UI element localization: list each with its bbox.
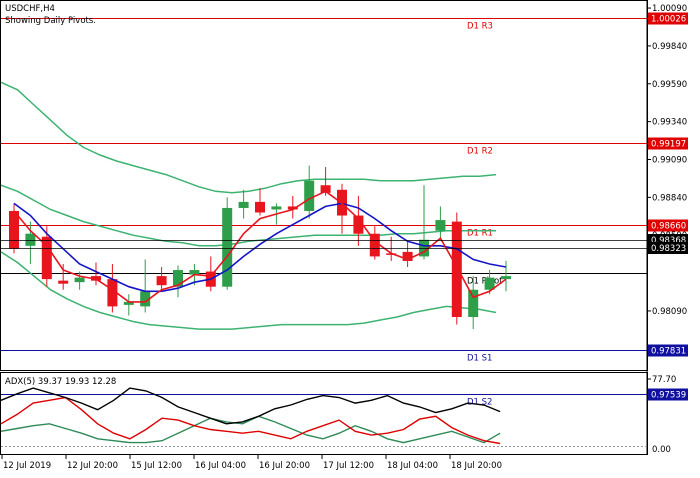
candle-body [107, 279, 118, 307]
candle-body [58, 280, 69, 284]
current-price-tag [648, 242, 688, 254]
time-tick-label: 18 Jul 20:00 [451, 461, 502, 471]
candle-body [189, 270, 200, 275]
pivot-price-tag [648, 137, 688, 150]
pivot-subtitle: Showing Daily Pivots. [5, 16, 96, 26]
price-tick-label: 0.99590 [652, 80, 687, 90]
plus-di-line [0, 415, 501, 444]
middle-band-line [0, 184, 496, 247]
pivot-name: D1 S1 [467, 354, 492, 364]
candle-body [304, 180, 315, 211]
pivot-price-tag [648, 219, 688, 232]
candle-body [123, 301, 134, 305]
pivot-name: D1 S2 [467, 398, 492, 408]
candle-body [320, 185, 331, 193]
time-tick-label: 12 Jul 20:00 [67, 461, 118, 471]
adx-bottom-tick: 0.00 [652, 445, 671, 455]
candle-body [238, 201, 249, 208]
symbol-timeframe-label: USDCHF,H4 [5, 4, 55, 14]
adx-main-line [0, 387, 501, 425]
time-tick-label: 15 Jul 12:00 [131, 461, 182, 471]
pivot-name: D1 R1 [467, 229, 493, 239]
adx-top-tick: 77.70 [652, 375, 676, 385]
candle-body [41, 236, 52, 280]
adx-panel-frame [0, 372, 648, 455]
time-tick-label: 16 Jul 20:00 [259, 461, 310, 471]
time-tick-label: 16 Jul 04:00 [195, 461, 246, 471]
price-tick-label: 1.00090 [652, 4, 687, 14]
candle-body [173, 270, 183, 287]
candle-body [468, 289, 479, 317]
pivot-price-label: 0.97539 [651, 391, 686, 401]
candle-body [402, 251, 413, 261]
envelope-bands [0, 81, 497, 330]
time-tick-label: 18 Jul 04:00 [387, 461, 438, 471]
moving-averages [13, 190, 507, 303]
pivot-price-tag [648, 388, 688, 401]
time-tick-label: 12 Jul 2019 [3, 461, 51, 471]
price-tick-label: 0.98840 [652, 193, 687, 203]
lower-band-line [0, 251, 497, 330]
candle-body [501, 276, 511, 280]
price-tick-label: 0.99840 [652, 42, 687, 52]
slow-ma-line [13, 202, 507, 293]
pivot-price-tag [648, 344, 688, 357]
candle-body [74, 277, 85, 283]
pivot-name: D1 R3 [467, 22, 493, 32]
pivot-price-label: 0.98660 [651, 222, 686, 232]
minus-di-line [0, 396, 501, 445]
price-tick-label: 0.99340 [652, 118, 687, 128]
time-axis: 12 Jul 2019 12 Jul 20:00 15 Jul 12:00 16 Ju… [1, 455, 502, 471]
pivot-price-label: 0.97831 [651, 347, 686, 357]
candle-body [25, 233, 36, 246]
price-tick-label: 0.98090 [652, 307, 687, 317]
candle-body [419, 239, 429, 257]
price-axis: 1.00090 0.99840 0.99590 0.99340 0.99090 0.988… [1, 4, 688, 317]
current-price-label: 0.98368 [651, 236, 686, 246]
current-price-label: 0.98323 [651, 244, 686, 254]
candle-body [255, 201, 265, 213]
candle-body [369, 233, 380, 257]
pivot-name: D1 R2 [467, 147, 493, 157]
adx-label: ADX(5) 39.37 19.93 12.28 [5, 377, 116, 387]
pivot-price-tag [648, 12, 688, 25]
candle-body [484, 277, 495, 290]
candle-body [222, 207, 233, 287]
candle-body [9, 210, 19, 249]
upper-band-line [0, 81, 497, 194]
candle-body [435, 220, 446, 231]
pivot-price-label: 0.99197 [651, 140, 686, 150]
candle-body [451, 221, 462, 317]
time-tick-label: 17 Jul 12:00 [323, 461, 374, 471]
pivot-price-label: 1.00026 [651, 15, 686, 25]
candles [9, 165, 511, 330]
candle-body [287, 206, 298, 210]
adx-lines [0, 387, 647, 447]
candle-body [353, 215, 364, 234]
candle-body [156, 276, 167, 286]
candle-body [271, 206, 282, 210]
price-tick-label: 0.99090 [652, 155, 687, 165]
candle-body [140, 291, 151, 307]
fast-ma-line [13, 190, 507, 303]
